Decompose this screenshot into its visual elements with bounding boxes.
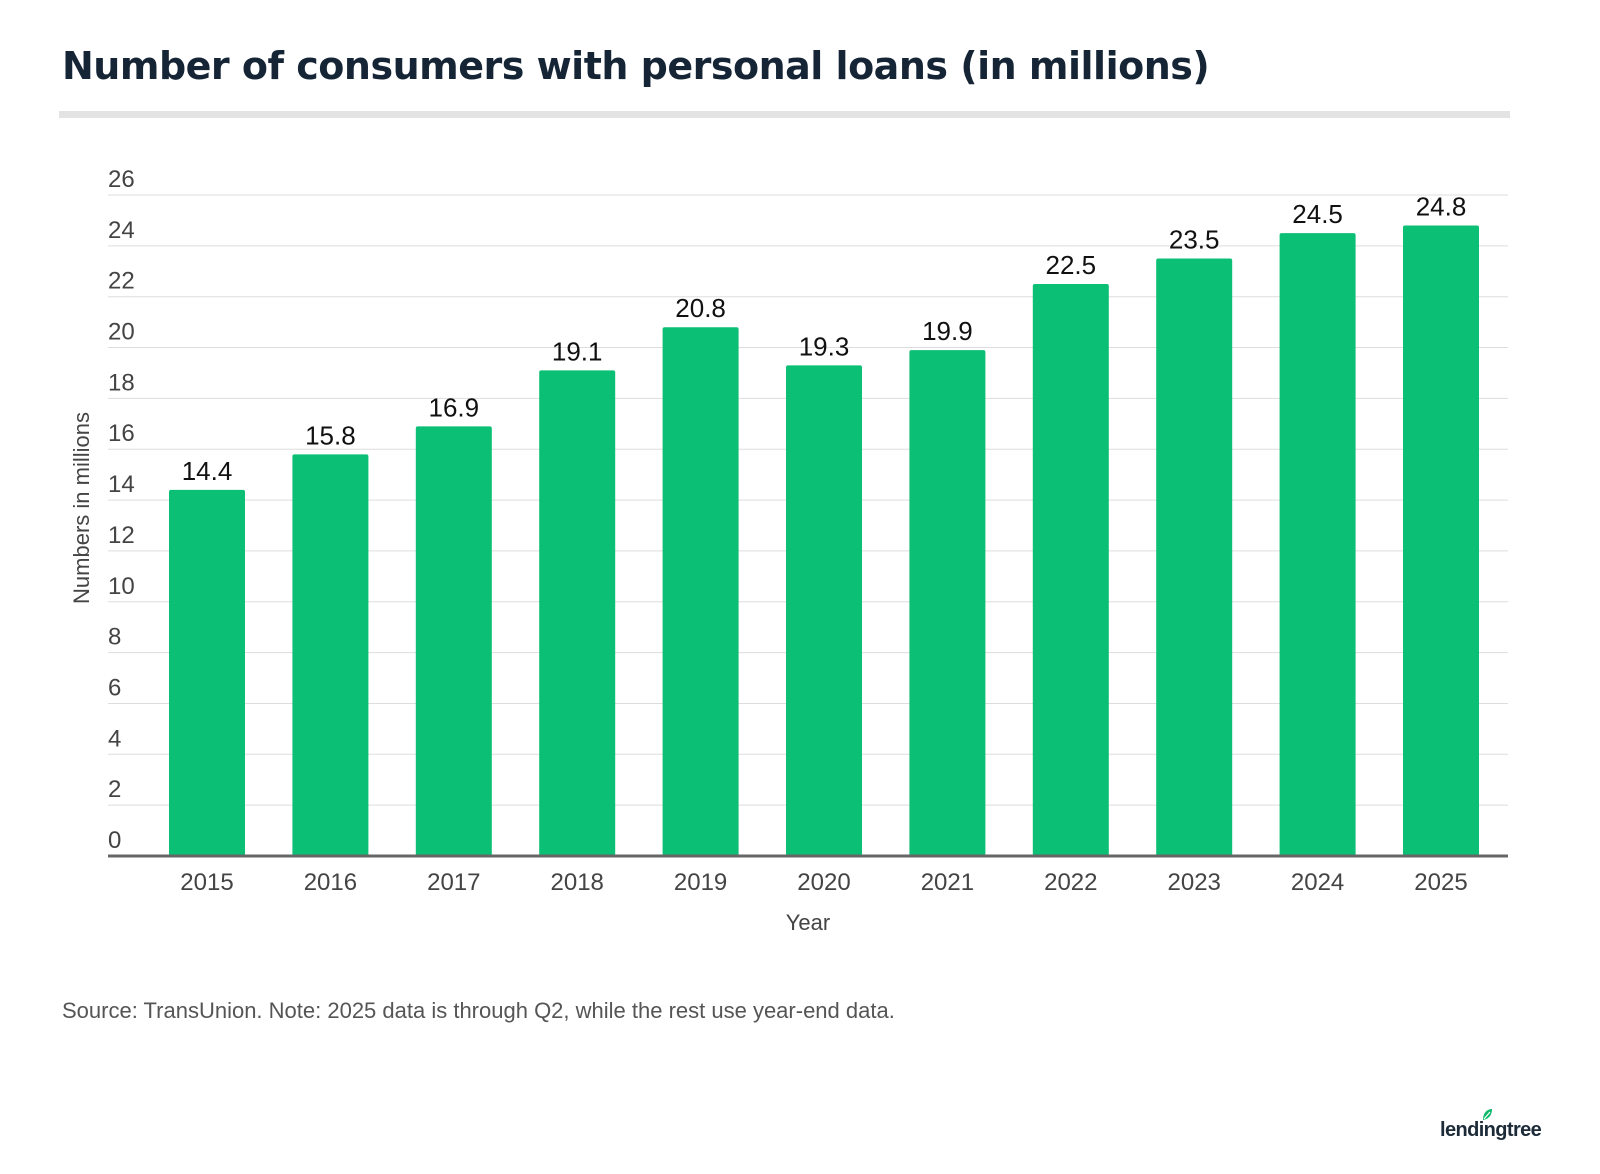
- x-tick-label: 2021: [921, 869, 974, 896]
- x-tick-label: 2017: [427, 869, 480, 896]
- lendingtree-logo: lendingtree: [1440, 1109, 1542, 1141]
- bar-value-label: 24.8: [1416, 192, 1467, 222]
- bar: [909, 350, 986, 856]
- x-tick-label: 2019: [674, 869, 727, 896]
- bar: [1156, 258, 1233, 856]
- leaf-icon: [1483, 1109, 1492, 1120]
- y-tick-label: 10: [108, 573, 135, 600]
- y-tick-label: 20: [108, 319, 135, 346]
- x-tick-label: 2025: [1414, 869, 1467, 896]
- bar-value-label: 22.5: [1045, 250, 1096, 280]
- bar: [1403, 225, 1479, 856]
- svg-text:lendingtree: lendingtree: [1440, 1119, 1542, 1141]
- bar-value-label: 16.9: [428, 392, 479, 422]
- bar: [662, 327, 739, 856]
- chart-title: Number of consumers with personal loans …: [62, 44, 1210, 88]
- bar-value-label: 20.8: [675, 293, 726, 323]
- x-tick-label: 2022: [1044, 869, 1097, 896]
- x-tick-label: 2015: [180, 869, 233, 896]
- bars: [169, 225, 1479, 856]
- y-tick-label: 14: [108, 471, 135, 498]
- y-tick-label: 22: [108, 268, 135, 295]
- x-tick-label: 2018: [551, 869, 604, 896]
- y-tick-label: 18: [108, 369, 135, 396]
- y-axis-title: Numbers in millions: [69, 412, 94, 604]
- title-divider: [59, 111, 1510, 118]
- bar: [1032, 283, 1109, 856]
- y-tick-label: 16: [108, 420, 135, 447]
- bar: [292, 454, 369, 856]
- bar-value-label: 15.8: [305, 420, 356, 450]
- y-tick-label: 6: [108, 674, 121, 701]
- bar: [415, 426, 492, 856]
- y-tick-label: 26: [108, 166, 135, 193]
- y-tick-label: 4: [108, 725, 121, 752]
- bar: [539, 370, 616, 856]
- bar: [169, 489, 245, 856]
- bar: [786, 365, 862, 856]
- x-axis-title: Year: [786, 910, 830, 935]
- y-tick-label: 24: [108, 217, 135, 244]
- bar-value-label: 19.9: [922, 316, 973, 346]
- x-tick-label: 2016: [304, 869, 357, 896]
- x-tick-label: 2023: [1168, 869, 1221, 896]
- bar-value-label: 14.4: [182, 456, 233, 486]
- x-tick-label: 2024: [1291, 869, 1344, 896]
- bar-value-label: 19.3: [799, 331, 850, 361]
- bar-value-label: 24.5: [1292, 199, 1343, 229]
- bar: [1279, 233, 1356, 856]
- y-tick-label: 8: [108, 624, 121, 651]
- y-tick-label: 12: [108, 522, 135, 549]
- source-note: Source: TransUnion. Note: 2025 data is t…: [62, 998, 895, 1023]
- value-labels: 14.4 15.8 16.9 19.1 20.8 19.3 19.9 22.5 23.5 24.5…: [182, 192, 1467, 486]
- bar-value-label: 19.1: [552, 336, 603, 366]
- y-tick-label: 0: [108, 827, 121, 854]
- y-tick-label: 2: [108, 776, 121, 803]
- bar-value-label: 23.5: [1169, 225, 1220, 255]
- x-tick-label: 2020: [797, 869, 850, 896]
- x-axis-ticks: 2015 2016 2017 2018 2019 2020 2021 2022 2023 2024…: [180, 869, 1467, 896]
